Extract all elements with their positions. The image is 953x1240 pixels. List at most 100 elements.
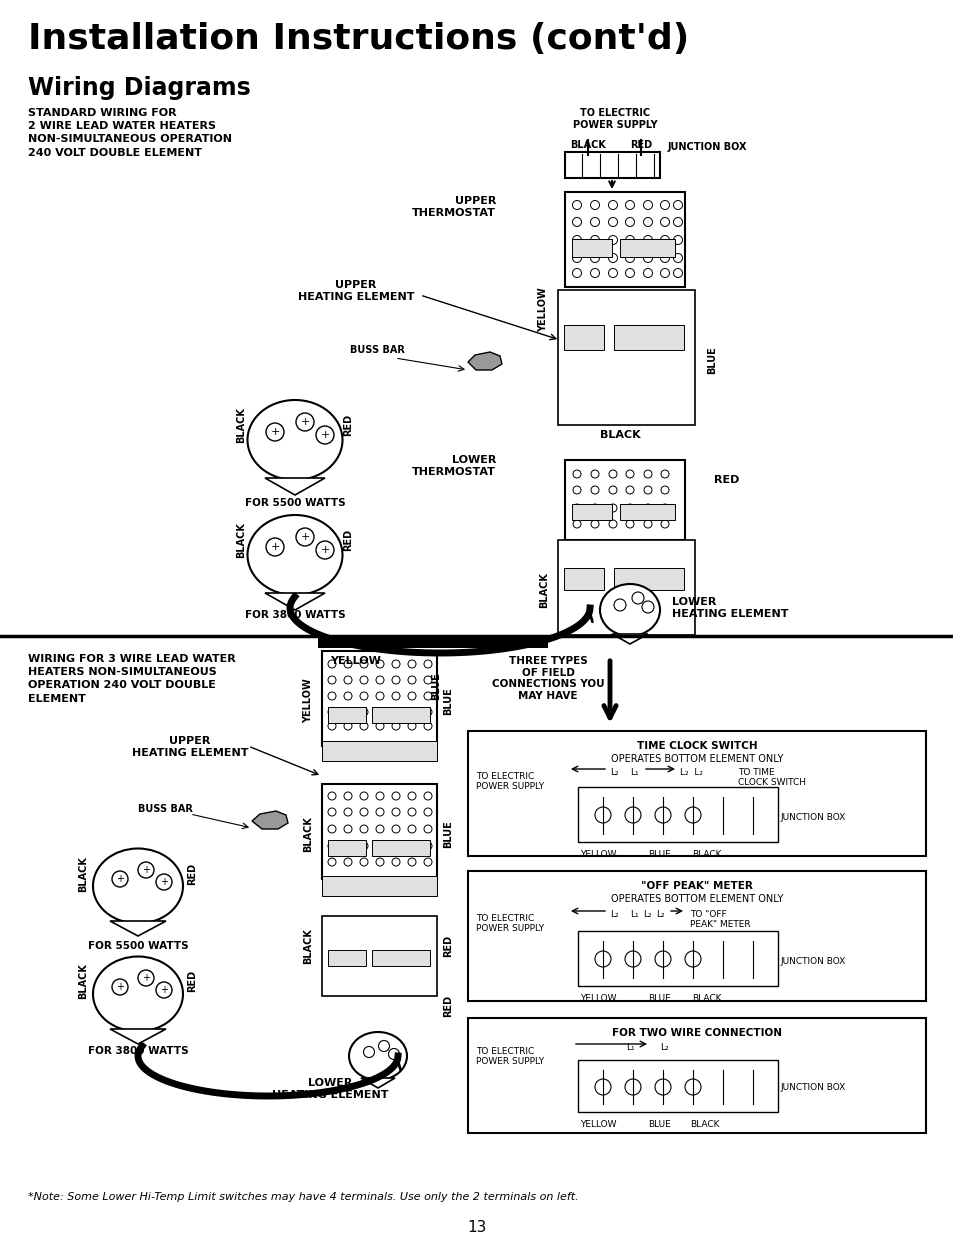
Circle shape: [375, 842, 384, 849]
Circle shape: [359, 708, 368, 715]
Text: BLACK: BLACK: [570, 140, 605, 150]
Text: L₁: L₁: [625, 1043, 634, 1052]
Text: YELLOW: YELLOW: [579, 994, 616, 1003]
Circle shape: [643, 470, 651, 477]
Circle shape: [423, 842, 432, 849]
Ellipse shape: [349, 1032, 407, 1080]
Polygon shape: [468, 352, 501, 370]
Circle shape: [608, 269, 617, 278]
Text: FOR TWO WIRE CONNECTION: FOR TWO WIRE CONNECTION: [612, 1028, 781, 1038]
Bar: [578, 1060, 778, 1112]
Text: TO TIME
CLOCK SWITCH: TO TIME CLOCK SWITCH: [738, 768, 805, 787]
Bar: [322, 875, 436, 897]
Text: STANDARD WIRING FOR
2 WIRE LEAD WATER HEATERS
NON-SIMULTANEOUS OPERATION
240 VOL: STANDARD WIRING FOR 2 WIRE LEAD WATER HE…: [28, 108, 232, 157]
Text: BLACK: BLACK: [538, 572, 548, 608]
Text: BLUE: BLUE: [647, 849, 670, 859]
Circle shape: [655, 807, 670, 823]
Circle shape: [328, 792, 335, 800]
Ellipse shape: [599, 584, 659, 636]
Circle shape: [659, 269, 669, 278]
Circle shape: [375, 858, 384, 866]
Text: BLUE: BLUE: [647, 1120, 670, 1128]
Text: LOWER
HEATING ELEMENT: LOWER HEATING ELEMENT: [272, 1078, 388, 1100]
Circle shape: [408, 858, 416, 866]
Text: L₂  L₂: L₂ L₂: [679, 768, 702, 777]
Text: +: +: [300, 417, 310, 427]
Circle shape: [660, 503, 668, 512]
Bar: [328, 839, 366, 856]
Text: BLUE: BLUE: [431, 672, 440, 699]
Circle shape: [590, 520, 598, 528]
Circle shape: [641, 601, 654, 613]
Circle shape: [673, 201, 681, 210]
Circle shape: [572, 201, 581, 210]
Text: +: +: [300, 532, 310, 542]
Circle shape: [375, 692, 384, 701]
Circle shape: [266, 538, 284, 556]
Text: L₁: L₁: [629, 910, 638, 919]
Circle shape: [643, 236, 652, 244]
Circle shape: [363, 1047, 375, 1058]
Text: +: +: [160, 985, 168, 994]
Circle shape: [643, 520, 651, 528]
Circle shape: [375, 722, 384, 730]
Text: TO ELECTRIC
POWER SUPPLY: TO ELECTRIC POWER SUPPLY: [476, 914, 543, 934]
Circle shape: [359, 842, 368, 849]
Circle shape: [344, 660, 352, 668]
Bar: [563, 568, 603, 590]
Circle shape: [572, 269, 581, 278]
Circle shape: [295, 413, 314, 432]
Circle shape: [590, 217, 598, 227]
Circle shape: [408, 825, 416, 833]
Circle shape: [392, 825, 399, 833]
Text: WIRING FOR 3 WIRE LEAD WATER
HEATERS NON-SIMULTANEOUS
OPERATION 240 VOLT DOUBLE
: WIRING FOR 3 WIRE LEAD WATER HEATERS NON…: [28, 653, 235, 703]
Circle shape: [608, 217, 617, 227]
Polygon shape: [612, 634, 647, 644]
Text: TO "OFF
PEAK" METER: TO "OFF PEAK" METER: [689, 910, 750, 930]
Text: JUNCTION BOX: JUNCTION BOX: [780, 1084, 844, 1092]
Circle shape: [573, 470, 580, 477]
Circle shape: [573, 486, 580, 494]
Bar: [372, 839, 430, 856]
Circle shape: [328, 692, 335, 701]
Bar: [372, 950, 430, 966]
Circle shape: [660, 486, 668, 494]
Circle shape: [643, 253, 652, 263]
Circle shape: [315, 427, 334, 444]
Circle shape: [660, 470, 668, 477]
Text: +: +: [142, 866, 150, 875]
Circle shape: [359, 722, 368, 730]
Circle shape: [608, 236, 617, 244]
Bar: [322, 784, 436, 879]
Text: BLACK: BLACK: [599, 430, 639, 440]
Text: 13: 13: [467, 1220, 486, 1235]
Circle shape: [392, 676, 399, 684]
Circle shape: [408, 842, 416, 849]
Circle shape: [595, 807, 610, 823]
Circle shape: [625, 503, 634, 512]
Text: BUSS BAR: BUSS BAR: [138, 804, 193, 813]
Text: RED: RED: [343, 414, 353, 436]
Circle shape: [624, 807, 640, 823]
Text: +: +: [320, 546, 330, 556]
Circle shape: [315, 541, 334, 559]
Circle shape: [655, 951, 670, 967]
Circle shape: [375, 792, 384, 800]
Circle shape: [608, 520, 617, 528]
Circle shape: [408, 708, 416, 715]
Text: BLACK: BLACK: [235, 407, 246, 443]
Circle shape: [359, 858, 368, 866]
Text: JUNCTION BOX: JUNCTION BOX: [780, 812, 844, 821]
Text: RED: RED: [343, 529, 353, 551]
Ellipse shape: [92, 848, 183, 924]
Circle shape: [423, 825, 432, 833]
Text: RED: RED: [442, 935, 453, 957]
Bar: [572, 503, 612, 520]
Ellipse shape: [247, 515, 342, 595]
Text: L₂: L₂: [609, 910, 618, 919]
Circle shape: [328, 842, 335, 849]
Circle shape: [344, 858, 352, 866]
Text: +: +: [116, 982, 124, 992]
Text: RED: RED: [187, 970, 196, 992]
Circle shape: [643, 486, 651, 494]
